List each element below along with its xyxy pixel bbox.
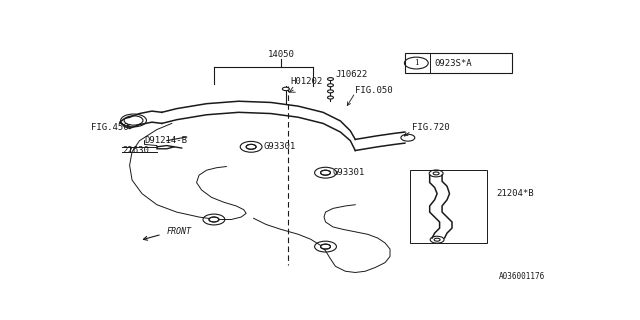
Text: J10622: J10622 <box>335 70 368 79</box>
Text: G93301: G93301 <box>333 168 365 177</box>
Text: 22630: 22630 <box>122 146 149 155</box>
Bar <box>410 170 487 243</box>
Text: 14050: 14050 <box>268 50 294 59</box>
Text: A036001176: A036001176 <box>499 272 545 281</box>
Text: 21204*B: 21204*B <box>497 189 534 198</box>
Text: 0923S*A: 0923S*A <box>435 59 472 68</box>
Text: FIG.720: FIG.720 <box>412 123 450 132</box>
Circle shape <box>328 77 333 81</box>
Circle shape <box>433 172 439 175</box>
Circle shape <box>209 217 219 222</box>
Text: D91214-B: D91214-B <box>145 136 188 145</box>
Circle shape <box>328 84 333 87</box>
Circle shape <box>246 144 256 149</box>
Text: 1: 1 <box>414 59 419 67</box>
Circle shape <box>434 238 440 241</box>
Text: FIG.050: FIG.050 <box>355 86 393 95</box>
Bar <box>405 53 511 73</box>
Circle shape <box>321 244 330 249</box>
Circle shape <box>328 96 333 99</box>
Circle shape <box>328 90 333 93</box>
Text: FIG.450: FIG.450 <box>91 123 129 132</box>
Text: G93301: G93301 <box>264 142 296 151</box>
Text: FRONT: FRONT <box>167 227 192 236</box>
Circle shape <box>282 87 289 91</box>
Circle shape <box>321 170 330 175</box>
Text: H01202: H01202 <box>291 77 323 86</box>
